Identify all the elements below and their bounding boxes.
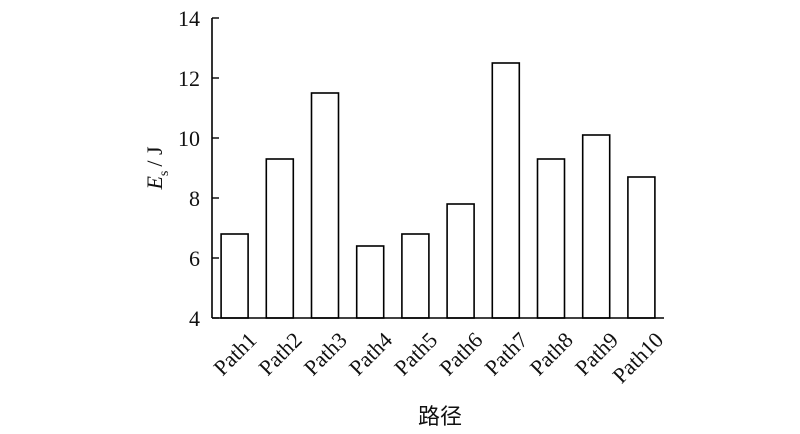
x-tick-label: Path5	[389, 327, 442, 380]
bar-path1	[220, 233, 249, 319]
bar-path6	[446, 203, 475, 319]
x-tick-label: Path2	[254, 327, 307, 380]
y-tick-label: 8	[189, 186, 200, 211]
x-tick-label: Path3	[299, 327, 352, 380]
y-ticks: 4 6 8 10 12 14	[178, 6, 219, 331]
x-tick-label: Path4	[344, 327, 397, 380]
x-axis-title: 路径	[418, 405, 462, 430]
axes-layer	[211, 18, 664, 319]
y-axis-title: Es / J	[142, 146, 172, 191]
bars-layer	[220, 62, 656, 319]
bar-path9	[581, 134, 611, 319]
y-tick-label: 14	[178, 6, 200, 31]
bar-path8	[536, 158, 566, 319]
bar-path10	[627, 176, 656, 319]
x-tick-label: Path8	[525, 327, 578, 380]
y-axis-title-subscript: s	[157, 171, 172, 176]
x-tick-label: Path1	[208, 327, 261, 380]
y-tick-label: 10	[178, 126, 200, 151]
y-axis-title-unit: / J	[142, 146, 167, 167]
y-axis-title-main: E	[142, 176, 167, 191]
x-tick-labels: Path1Path2Path3Path4Path5Path6Path7Path8…	[208, 327, 668, 388]
bar-path3	[310, 92, 340, 319]
bar-path7	[491, 62, 521, 319]
bar-path2	[265, 158, 295, 319]
x-tick-label: Path6	[434, 327, 487, 380]
x-tick-label: Path7	[480, 327, 533, 380]
y-tick-label: 12	[178, 66, 200, 91]
bar-path5	[401, 233, 430, 319]
y-tick-label: 6	[189, 246, 200, 271]
y-tick-label: 4	[189, 306, 200, 331]
x-tick-label: Path10	[607, 327, 668, 388]
bar-path4	[355, 245, 385, 319]
